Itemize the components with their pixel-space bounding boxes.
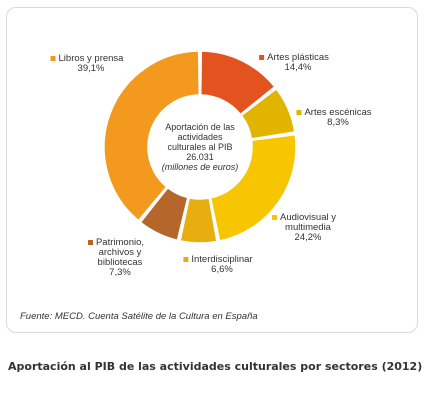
center-label-line: (millones de euros) bbox=[162, 162, 239, 172]
center-label-line: culturales al PIB bbox=[167, 142, 232, 152]
donut-slice bbox=[179, 196, 218, 244]
donut-slice bbox=[209, 133, 297, 242]
slice-label-text: Artes escénicas bbox=[304, 107, 371, 118]
center-label-line: 26.031 bbox=[186, 152, 214, 162]
center-label-line: actividades bbox=[177, 132, 223, 142]
slice-label-text: archivos y bbox=[99, 247, 142, 258]
slice-label-text: Interdisciplinar bbox=[191, 254, 252, 265]
donut-slices bbox=[103, 50, 297, 244]
legend-marker bbox=[50, 56, 56, 61]
slice-value-label: 14,4% bbox=[285, 62, 312, 73]
donut-slice bbox=[139, 186, 189, 242]
center-label-line: Aportación de las bbox=[165, 122, 235, 132]
legend-marker bbox=[259, 55, 265, 60]
slice-value-label: 8,3% bbox=[327, 117, 349, 128]
legend-marker bbox=[272, 215, 278, 220]
slice-label-text: bibliotecas bbox=[98, 257, 143, 268]
source-note: Fuente: MECD. Cuenta Satélite de la Cult… bbox=[20, 311, 258, 322]
donut-slice bbox=[199, 50, 276, 116]
chart-caption: Aportación al PIB de las actividades cul… bbox=[8, 360, 423, 373]
legend-marker bbox=[183, 257, 189, 262]
slice-value-label: 24,2% bbox=[295, 232, 322, 243]
slice-label-text: Artes plásticas bbox=[267, 52, 329, 63]
slice-value-label: 6,6% bbox=[211, 264, 233, 275]
slice-label-text: Patrimonio, bbox=[96, 237, 144, 248]
legend-marker bbox=[87, 240, 93, 245]
legend-marker bbox=[296, 110, 302, 115]
slice-label-text: Audiovisual y bbox=[280, 212, 336, 223]
donut-slice bbox=[240, 87, 296, 140]
slice-value-label: 39,1% bbox=[78, 63, 105, 74]
slice-value-label: 7,3% bbox=[109, 267, 131, 278]
slice-label-text: multimedia bbox=[285, 222, 332, 233]
slice-label-text: Libros y prensa bbox=[59, 53, 125, 64]
donut-slice bbox=[103, 50, 201, 222]
